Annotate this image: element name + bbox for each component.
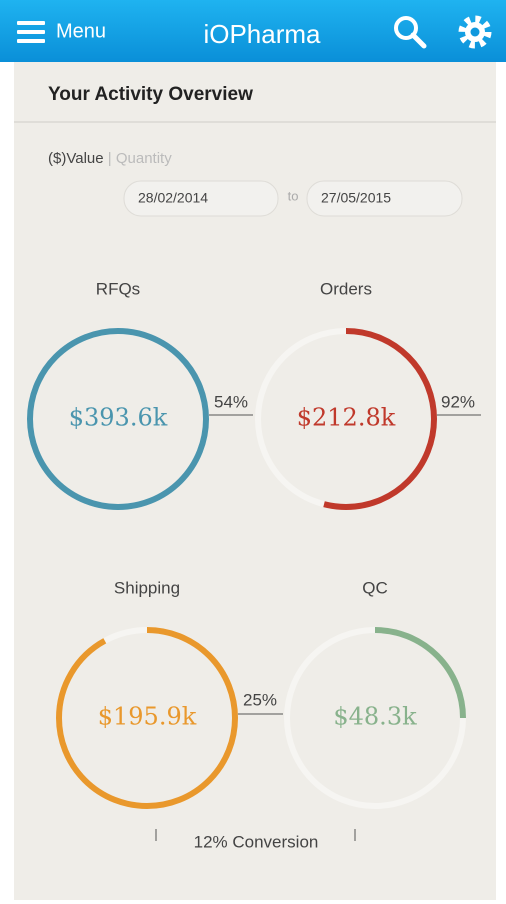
date-to: 27/05/2015 (321, 190, 391, 206)
stage-amount: $212.8k (297, 404, 396, 432)
conversion-rate: 25% (243, 690, 277, 709)
logo: iOPharma (203, 19, 321, 49)
stage-label: Shipping (114, 578, 180, 597)
toggle-separator: | (108, 150, 112, 167)
date-to-input[interactable] (306, 180, 463, 217)
conversion-rate: 54% (214, 392, 248, 411)
stage-amount: $195.9k (98, 703, 197, 731)
date-from: 28/02/2014 (138, 190, 208, 206)
toggle-quantity[interactable]: Quantity (116, 150, 172, 167)
date-to-label: to (288, 188, 299, 203)
ring-progress (56, 627, 238, 809)
stage-label: QC (362, 578, 388, 597)
menu-icon-bar (17, 30, 45, 34)
header-bar (0, 0, 506, 62)
search-icon-handle (410, 32, 427, 49)
ring-progress (27, 328, 209, 510)
stage-amount: $48.3k (333, 703, 417, 731)
ring-progress (284, 627, 466, 809)
mode-toggle: ($)Value | Quantity (48, 150, 172, 167)
menu-button[interactable]: Menu (17, 20, 106, 43)
menu-label: Menu (56, 20, 106, 42)
settings-icon-hole (470, 27, 480, 37)
settings-button[interactable] (458, 15, 492, 49)
stage-amount: $393.6k (69, 404, 168, 432)
stage-label: RFQs (96, 279, 140, 298)
card-title: Your Activity Overview (48, 84, 253, 105)
total-conversion: 12% Conversion (194, 832, 319, 851)
menu-icon-bar (17, 21, 45, 25)
settings-icon-teeth (458, 15, 492, 49)
search-icon-lens (394, 16, 418, 40)
stage-label: Orders (320, 279, 372, 298)
toggle-value[interactable]: ($)Value (48, 150, 104, 167)
conversion-rate: 92% (441, 392, 475, 411)
menu-icon-bar (17, 39, 45, 43)
search-button[interactable] (394, 16, 427, 49)
ring-progress (255, 328, 437, 510)
date-from-input[interactable] (123, 180, 279, 217)
